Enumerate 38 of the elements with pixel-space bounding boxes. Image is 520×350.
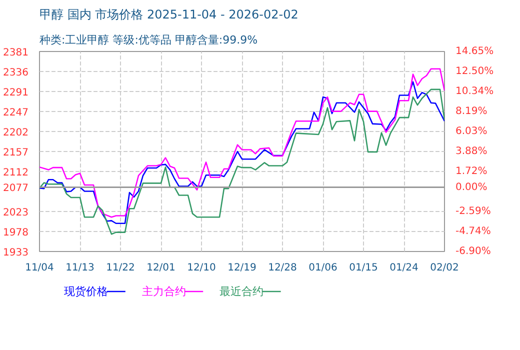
chart-title: 甲醇 国内 市场价格 2025-11-04 - 2026-02-02: [40, 8, 298, 22]
x-tick-label: 12/01: [146, 262, 176, 274]
y-tick-label: 2336: [3, 68, 29, 79]
y-tick-label: 2112: [3, 168, 29, 179]
y2-tick-label: 8.19%: [456, 106, 488, 117]
y2-tick-label: 14.65%: [456, 46, 494, 57]
x-tick-label: 11/04: [25, 262, 54, 274]
y-tick-label: 2291: [3, 88, 29, 99]
legend-label: 现货价格: [64, 285, 108, 298]
y2-tick-label: 6.03%: [456, 126, 488, 137]
y-tick-label: 2077: [3, 183, 29, 194]
legend-label: 最近合约: [219, 285, 264, 298]
x-tick-label: 12/28: [268, 262, 297, 274]
y2-tick-label: 3.88%: [456, 146, 488, 157]
legend-label: 主力合约: [142, 285, 186, 298]
y-tick-label: 2202: [3, 127, 29, 138]
y-tick-label: 2023: [3, 207, 29, 218]
x-tick-label: 02/02: [430, 262, 459, 274]
chart-subtitle: 种类:工业甲醇 等级:优等品 甲醇含量:99.9%: [40, 34, 258, 46]
x-tick-label: 12/10: [187, 262, 216, 274]
y2-tick-label: 12.50%: [456, 66, 494, 77]
y2-tick-label: 0.00%: [456, 182, 488, 193]
x-tick-label: 01/15: [349, 262, 378, 274]
x-tick-label: 12/19: [228, 262, 256, 274]
x-tick-label: 01/06: [308, 262, 338, 274]
y2-tick-label: -6.90%: [456, 246, 491, 257]
y2-tick-label: -2.59%: [456, 206, 491, 217]
y-tick-label: 1933: [3, 248, 29, 258]
x-tick-label: 01/24: [390, 262, 418, 274]
y2-tick-label: 1.72%: [456, 166, 488, 177]
y-tick-label: 1978: [3, 227, 29, 238]
y-tick-label: 2247: [3, 107, 29, 118]
y-tick-label: 2157: [3, 148, 29, 158]
x-tick-label: 11/22: [106, 262, 135, 274]
y2-tick-label: 10.34%: [456, 86, 494, 97]
y2-tick-label: -4.74%: [456, 226, 491, 237]
y-tick-label: 2381: [3, 48, 29, 58]
x-tick-label: 11/13: [66, 262, 94, 274]
